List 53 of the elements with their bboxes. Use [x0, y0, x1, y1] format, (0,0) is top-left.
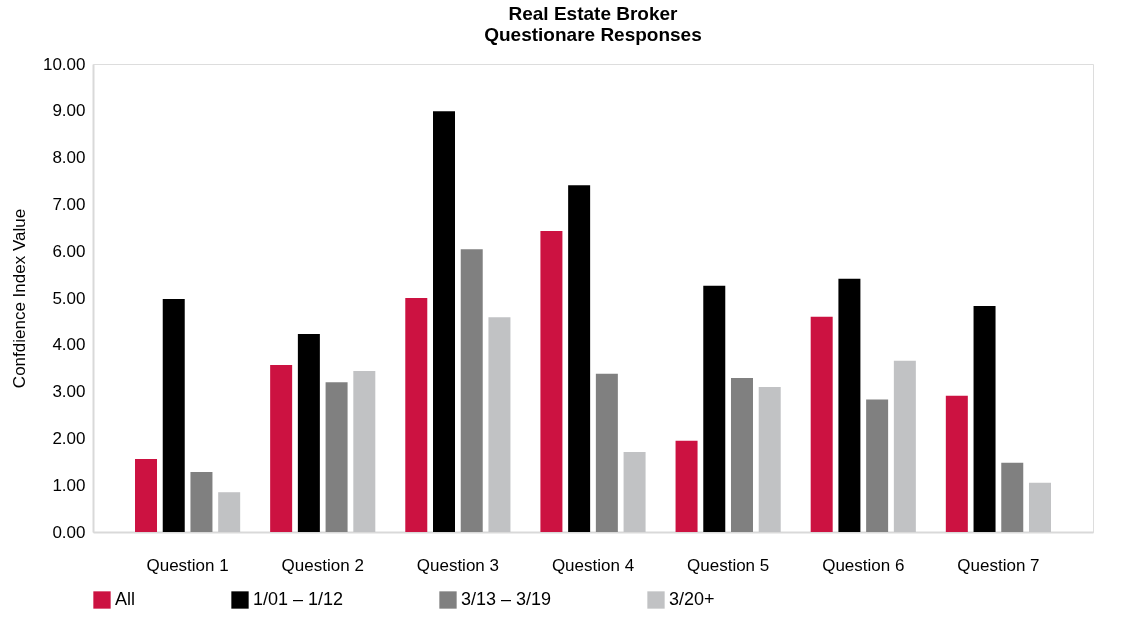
bar: [353, 371, 376, 532]
y-tick-label: 6.00: [52, 241, 86, 261]
y-tick-label: 5.00: [52, 288, 86, 308]
x-tick-label: Question 6: [822, 555, 905, 575]
legend-label: All: [115, 589, 136, 609]
bar: [810, 316, 833, 532]
bar: [973, 305, 996, 532]
y-tick-label: 8.00: [52, 148, 86, 168]
legend-label: 3/13 – 3/19: [461, 589, 552, 609]
bar: [218, 492, 241, 532]
y-tick-label: 9.00: [52, 101, 86, 121]
y-tick-label: 3.00: [52, 382, 86, 402]
bar: [1001, 462, 1024, 532]
legend-label: 3/20+: [669, 589, 715, 609]
y-tick-label: 0.00: [52, 522, 86, 542]
bar: [731, 378, 753, 532]
bar: [488, 317, 511, 532]
bar: [162, 298, 185, 532]
x-tick-label: Question 4: [551, 555, 635, 575]
bar: [866, 399, 889, 532]
y-tick-label: 7.00: [52, 194, 86, 214]
bar: [135, 458, 158, 532]
bar: [190, 472, 213, 532]
x-tick-label: Question 3: [416, 555, 499, 575]
x-tick-label: Question 7: [957, 555, 1040, 575]
bar: [540, 231, 563, 532]
bar: [270, 364, 293, 532]
bar: [568, 185, 591, 532]
y-tick-label: 1.00: [52, 475, 86, 495]
bar: [433, 111, 455, 532]
bar: [945, 395, 968, 532]
bar: [838, 278, 861, 532]
y-tick-label: 4.00: [52, 335, 86, 355]
bar: [595, 373, 618, 532]
bar: [1028, 482, 1051, 532]
bar: [405, 298, 428, 532]
legend-label: 1/01 – 1/12: [253, 589, 344, 609]
text: Real Estate Broker: [508, 3, 678, 24]
bar: [460, 249, 483, 532]
bar: [325, 382, 348, 532]
bar: [893, 360, 916, 532]
text: Questionare Responses: [484, 24, 702, 45]
x-tick-label: Question 1: [146, 555, 229, 575]
bar: [703, 285, 726, 532]
bar: [758, 386, 781, 532]
bar: [675, 440, 698, 532]
bar: [297, 334, 320, 532]
y-tick-label: 10.00: [42, 54, 86, 74]
x-tick-label: Question 2: [281, 555, 364, 575]
bar: [623, 451, 646, 532]
y-tick-label: 2.00: [52, 428, 86, 448]
y-axis-title: Confdience Index Value: [9, 208, 29, 389]
x-tick-label: Question 5: [687, 555, 770, 575]
